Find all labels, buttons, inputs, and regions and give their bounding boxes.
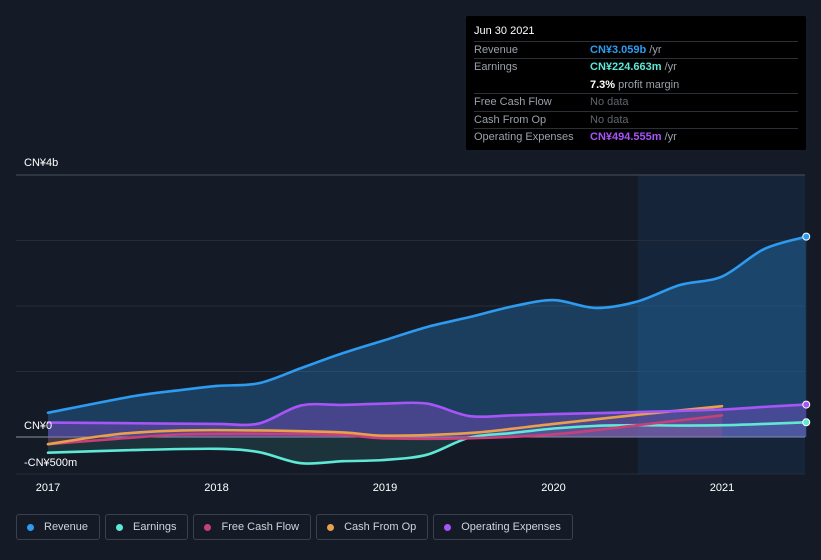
x-tick-label: 2020 (541, 482, 565, 494)
operating-expenses-end-point (802, 400, 811, 409)
tooltip-row-unit: /yr (664, 131, 677, 143)
tooltip-date: Jun 30 2021 (474, 25, 535, 37)
revenue-end-point (802, 232, 811, 241)
free-cash-flow-area (48, 415, 722, 445)
tooltip-row: Free Cash Flow No data (474, 93, 798, 110)
tooltip-row-label: Earnings (474, 61, 518, 73)
y-axis-label-bottom: -CN¥500m (24, 457, 77, 469)
tooltip-row-value: CN¥224.663m (590, 61, 662, 73)
tooltip-row: 7.3% profit margin (474, 76, 798, 93)
legend-item-operating-expenses[interactable]: Operating Expenses (433, 514, 573, 540)
earnings-end-point (802, 418, 811, 427)
legend-dot-icon (204, 523, 212, 531)
tooltip-row-label: Operating Expenses (474, 131, 574, 143)
legend-label: Cash From Op (344, 521, 417, 533)
legend-label: Earnings (133, 521, 177, 533)
legend-label: Revenue (44, 521, 89, 533)
tooltip-row-label: Cash From Op (474, 113, 547, 126)
y-axis-label-zero: CN¥0 (24, 420, 52, 432)
tooltip-row-value: No data (590, 96, 629, 108)
revenue-area (48, 236, 807, 437)
series-lines (46, 235, 808, 465)
series-end-markers (802, 232, 811, 427)
tooltip-panel: Jun 30 2021 Revenue CN¥3.059b/yr Earnings C… (466, 16, 806, 150)
legend-label: Free Cash Flow (221, 521, 300, 533)
tooltip-row-label: Revenue (474, 43, 519, 56)
legend-dot-icon (444, 523, 452, 531)
tooltip-row-unit: /yr (664, 61, 677, 73)
revenue-line (46, 235, 808, 415)
x-tick-label: 2019 (373, 482, 397, 494)
tooltip-row-label: Free Cash Flow (474, 96, 552, 108)
legend-item-free-cash-flow[interactable]: Free Cash Flow (193, 514, 312, 540)
tooltip-row-label (474, 77, 590, 93)
tooltip-row-unit: profit margin (618, 78, 680, 91)
tooltip-row: Revenue CN¥3.059b/yr (474, 40, 798, 58)
chart-legend: Revenue Earnings Free Cash Flow Cash From O… (16, 514, 573, 540)
legend-dot-icon (116, 523, 124, 531)
tooltip-row: Operating Expenses CN¥494.555m/yr (474, 128, 798, 145)
tooltip-row-value: CN¥3.059b (590, 43, 647, 56)
x-tick-label: 2018 (204, 482, 228, 494)
legend-dot-icon (27, 523, 34, 531)
x-tick-label: 2017 (36, 482, 60, 494)
earnings-area (48, 422, 807, 464)
cash-from-op-line (46, 404, 724, 446)
tooltip-rows: Revenue CN¥3.059b/yr Earnings CN¥224.663m/y… (474, 40, 798, 146)
tooltip-row-value: 7.3% (590, 78, 616, 91)
tooltip-row: Cash From Op No data (474, 110, 798, 128)
tooltip-row: Earnings CN¥224.663m/yr (474, 58, 798, 75)
tooltip-row-value: No data (590, 113, 629, 126)
legend-label: Operating Expenses (461, 521, 561, 533)
legend-item-cash-from-op[interactable]: Cash From Op (316, 514, 429, 540)
legend-item-earnings[interactable]: Earnings (105, 514, 189, 540)
y-axis-label-top: CN¥4b (24, 157, 58, 169)
tooltip-row-value: CN¥494.555m (590, 131, 662, 143)
free-cash-flow-line (46, 414, 724, 446)
operating-expenses-line (46, 401, 808, 427)
legend-item-revenue[interactable]: Revenue (16, 514, 101, 540)
x-axis-ticks: 2017 2018 2019 2020 2021 (36, 482, 734, 494)
x-tick-label: 2021 (710, 482, 734, 494)
legend-dot-icon (327, 523, 335, 531)
tooltip-row-unit: /yr (649, 43, 662, 56)
